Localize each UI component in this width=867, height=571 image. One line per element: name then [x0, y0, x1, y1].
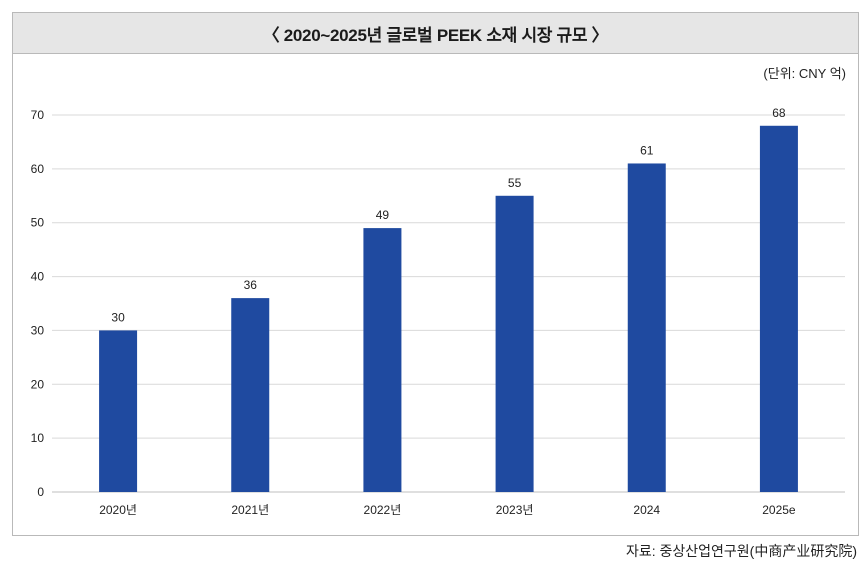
chart-frame: 〈 2020~2025년 글로벌 PEEK 소재 시장 규모 〉 (단위: CN…	[12, 12, 859, 536]
data-label: 61	[640, 143, 654, 157]
bar	[363, 228, 402, 492]
bar	[759, 125, 798, 493]
bar	[99, 330, 138, 492]
data-label: 30	[111, 310, 125, 324]
bar	[231, 298, 270, 492]
y-tick-label: 70	[31, 108, 45, 122]
y-tick-label: 10	[31, 431, 45, 445]
unit-label: (단위: CNY 억)	[763, 66, 846, 81]
x-axis-ticks: 2020년 2021년 2022년 2023년 2024 2025e	[99, 503, 796, 517]
y-tick-label: 60	[31, 162, 45, 176]
x-tick-label: 2024	[633, 503, 660, 517]
y-tick-label: 50	[31, 216, 45, 230]
y-tick-label: 20	[31, 377, 45, 391]
x-tick-label: 2025e	[762, 503, 796, 517]
data-labels: 30 36 49 55 61 68	[111, 106, 786, 325]
bar	[495, 195, 534, 493]
y-tick-label: 30	[31, 323, 45, 337]
chart-title: 〈 2020~2025년 글로벌 PEEK 소재 시장 규모 〉	[13, 13, 858, 54]
y-axis-ticks: 0 10 20 30 40 50 60 70	[31, 108, 45, 499]
data-label: 55	[508, 176, 522, 190]
y-tick-label: 0	[37, 485, 44, 499]
bar	[627, 163, 666, 492]
y-tick-label: 40	[31, 270, 45, 284]
data-label: 49	[376, 208, 390, 222]
grid-lines	[52, 114, 845, 493]
data-label: 68	[772, 106, 786, 120]
bars	[99, 125, 798, 493]
x-tick-label: 2020년	[99, 503, 137, 517]
data-label: 36	[244, 278, 258, 292]
x-tick-label: 2022년	[364, 503, 402, 517]
x-tick-label: 2023년	[496, 503, 534, 517]
x-tick-label: 2021년	[231, 503, 269, 517]
source-note: 자료: 중상산업연구원(中商产业研究院)	[625, 543, 857, 559]
